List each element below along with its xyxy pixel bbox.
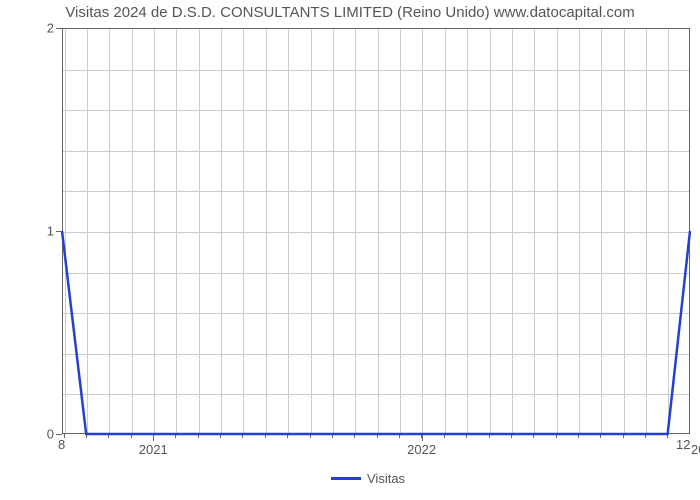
legend-swatch [331,477,361,480]
legend: Visitas [331,470,405,486]
legend-label: Visitas [367,471,405,486]
series-line [0,0,700,500]
visitas-line [62,231,690,434]
chart-stage: Visitas 2024 de D.S.D. CONSULTANTS LIMIT… [0,0,700,500]
